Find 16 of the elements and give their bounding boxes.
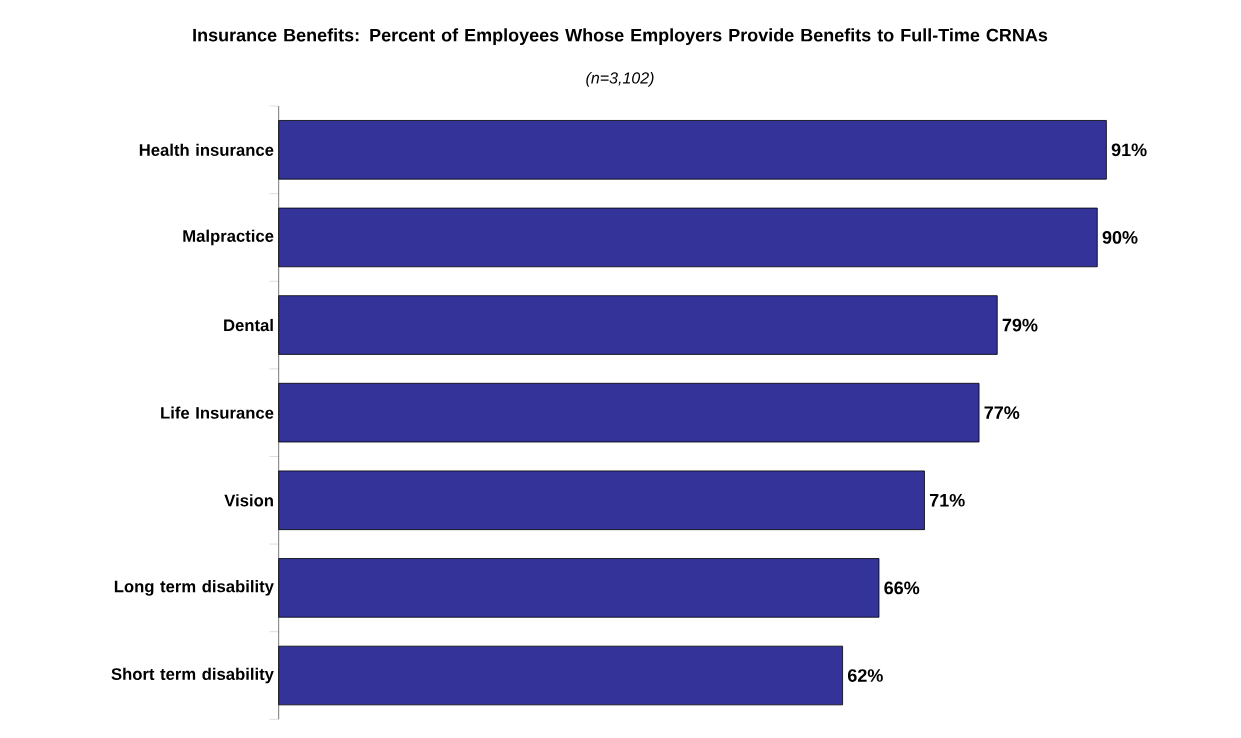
data-label: 62% [847,669,883,682]
y-tick-label: Health insurance [139,143,274,156]
chart-title: Insurance Benefits: Percent of Employees Whose Employers Provide Benefits to Full-Time CRNAs [193,28,1048,46]
y-tick-label: Dental [224,318,273,332]
y-tick-label: Long term disability [114,580,274,596]
data-label: 71% [929,493,965,507]
y-tick-label: Life Insurance [161,406,274,419]
y-tick-label: Vision [224,494,273,507]
y-tick-label: Short term disability [111,667,274,684]
data-label: 77% [984,406,1020,419]
data-label: 66% [884,581,920,595]
data-label: 79% [1002,318,1038,332]
data-label: 90% [1102,231,1138,244]
chart-subtitle: (n=3,102) [586,71,654,87]
data-label: 91% [1111,143,1147,157]
y-tick-label: Malpractice [183,229,274,246]
